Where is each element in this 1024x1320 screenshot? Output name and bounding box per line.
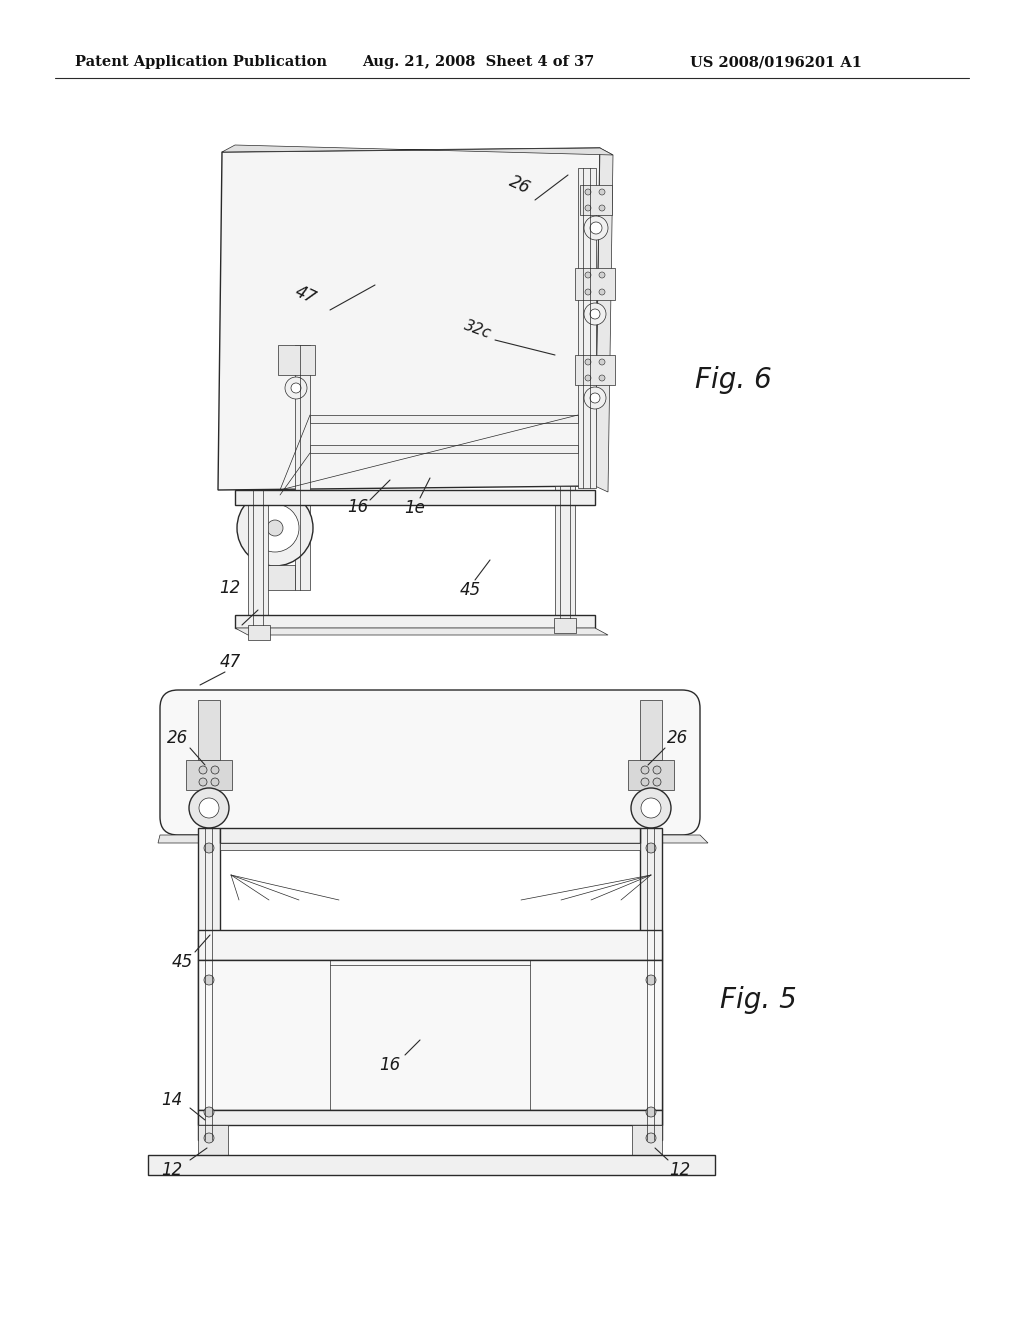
Polygon shape xyxy=(148,1155,715,1175)
Circle shape xyxy=(653,766,662,774)
Polygon shape xyxy=(222,145,613,154)
Circle shape xyxy=(646,975,656,985)
Circle shape xyxy=(291,383,301,393)
Circle shape xyxy=(590,309,600,319)
Polygon shape xyxy=(234,490,595,506)
Polygon shape xyxy=(595,148,613,492)
Text: Fig. 6: Fig. 6 xyxy=(695,366,772,393)
Text: 32c: 32c xyxy=(463,318,494,342)
Text: 1e: 1e xyxy=(404,499,425,517)
Circle shape xyxy=(204,843,214,853)
Polygon shape xyxy=(158,836,708,843)
Circle shape xyxy=(653,777,662,785)
Circle shape xyxy=(590,222,602,234)
Circle shape xyxy=(584,304,606,325)
Circle shape xyxy=(204,1107,214,1117)
Circle shape xyxy=(641,799,662,818)
Circle shape xyxy=(199,799,219,818)
Circle shape xyxy=(585,289,591,294)
Circle shape xyxy=(211,777,219,785)
Circle shape xyxy=(285,378,307,399)
Polygon shape xyxy=(198,1110,662,1125)
Circle shape xyxy=(599,272,605,279)
Polygon shape xyxy=(248,624,270,640)
Polygon shape xyxy=(198,960,662,1110)
Circle shape xyxy=(646,1107,656,1117)
Text: Fig. 5: Fig. 5 xyxy=(720,986,797,1014)
Circle shape xyxy=(599,359,605,366)
Polygon shape xyxy=(278,345,315,375)
Circle shape xyxy=(204,975,214,985)
Text: 12: 12 xyxy=(219,579,241,597)
Circle shape xyxy=(199,777,207,785)
Polygon shape xyxy=(234,615,595,628)
Circle shape xyxy=(590,393,600,403)
Polygon shape xyxy=(198,1125,228,1155)
Circle shape xyxy=(585,189,591,195)
Circle shape xyxy=(251,504,299,552)
Polygon shape xyxy=(632,1125,662,1155)
Polygon shape xyxy=(554,618,575,634)
Text: 16: 16 xyxy=(379,1056,400,1074)
Text: 45: 45 xyxy=(460,581,480,599)
Circle shape xyxy=(631,788,671,828)
Polygon shape xyxy=(218,148,600,490)
Text: 16: 16 xyxy=(347,498,369,516)
Circle shape xyxy=(585,272,591,279)
Polygon shape xyxy=(198,828,220,1140)
Circle shape xyxy=(599,375,605,381)
Circle shape xyxy=(584,216,608,240)
Circle shape xyxy=(585,359,591,366)
Text: US 2008/0196201 A1: US 2008/0196201 A1 xyxy=(690,55,862,69)
Text: Patent Application Publication: Patent Application Publication xyxy=(75,55,327,69)
Circle shape xyxy=(585,375,591,381)
Circle shape xyxy=(199,766,207,774)
Circle shape xyxy=(646,1133,656,1143)
Polygon shape xyxy=(310,445,578,453)
Text: 26: 26 xyxy=(167,729,188,747)
Text: 47: 47 xyxy=(292,282,318,308)
Polygon shape xyxy=(578,168,596,488)
Polygon shape xyxy=(220,828,640,843)
Polygon shape xyxy=(628,760,674,789)
Polygon shape xyxy=(555,486,575,618)
Polygon shape xyxy=(198,931,662,960)
Polygon shape xyxy=(310,414,578,422)
Circle shape xyxy=(267,520,283,536)
Circle shape xyxy=(584,387,606,409)
Text: 12: 12 xyxy=(670,1162,690,1179)
Polygon shape xyxy=(575,355,615,385)
Circle shape xyxy=(646,843,656,853)
Circle shape xyxy=(189,788,229,828)
Circle shape xyxy=(641,777,649,785)
Text: Aug. 21, 2008  Sheet 4 of 37: Aug. 21, 2008 Sheet 4 of 37 xyxy=(362,55,594,69)
Text: 26: 26 xyxy=(668,729,688,747)
Polygon shape xyxy=(186,760,232,789)
Circle shape xyxy=(599,205,605,211)
Polygon shape xyxy=(198,700,220,760)
Circle shape xyxy=(237,490,313,566)
Text: 47: 47 xyxy=(219,653,241,671)
Circle shape xyxy=(641,766,649,774)
Circle shape xyxy=(599,189,605,195)
Polygon shape xyxy=(220,843,640,850)
Text: 12: 12 xyxy=(162,1162,182,1179)
Text: 26: 26 xyxy=(507,173,534,198)
Polygon shape xyxy=(258,565,295,590)
Polygon shape xyxy=(234,628,608,635)
Polygon shape xyxy=(295,345,310,590)
Polygon shape xyxy=(580,185,612,215)
Circle shape xyxy=(204,1133,214,1143)
Polygon shape xyxy=(248,490,268,624)
Circle shape xyxy=(585,205,591,211)
Polygon shape xyxy=(640,828,662,1140)
Circle shape xyxy=(211,766,219,774)
Polygon shape xyxy=(575,268,615,300)
Polygon shape xyxy=(640,700,662,760)
Circle shape xyxy=(599,289,605,294)
FancyBboxPatch shape xyxy=(160,690,700,836)
Text: 45: 45 xyxy=(171,953,193,972)
Text: 14: 14 xyxy=(162,1092,182,1109)
